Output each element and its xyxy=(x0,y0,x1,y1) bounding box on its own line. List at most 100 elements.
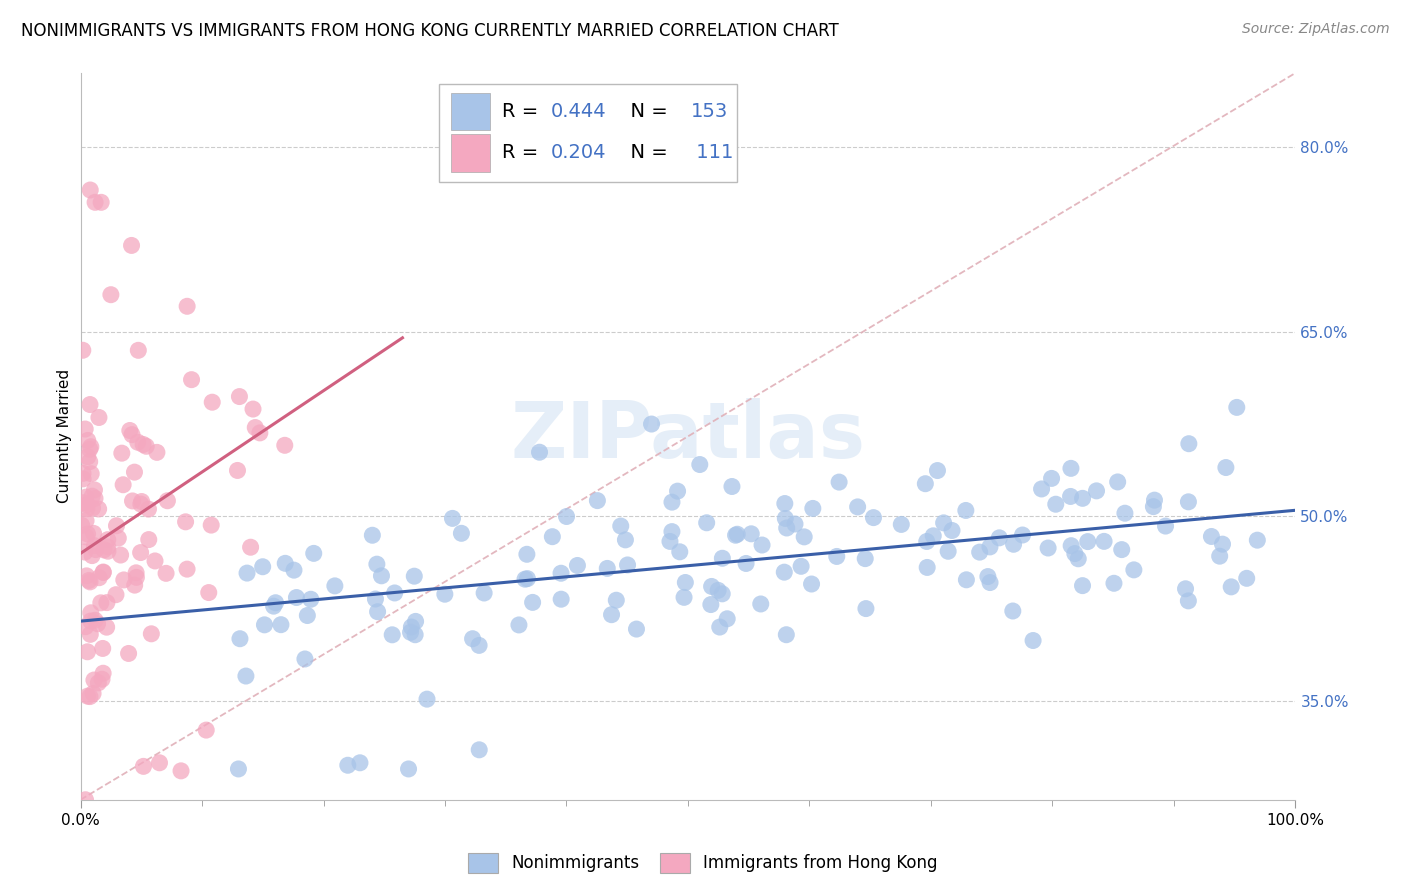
Point xyxy=(124,578,146,592)
Point xyxy=(915,534,938,549)
Point xyxy=(1002,537,1025,551)
Point xyxy=(91,565,114,579)
Point xyxy=(148,756,170,770)
Point xyxy=(862,510,884,524)
Point xyxy=(399,625,422,640)
Point xyxy=(711,587,734,601)
Point xyxy=(1031,482,1053,496)
Point xyxy=(121,494,143,508)
Point xyxy=(249,425,271,440)
Point xyxy=(180,373,202,387)
Point xyxy=(516,547,538,561)
Point xyxy=(793,530,815,544)
Point xyxy=(72,467,94,481)
Point xyxy=(586,493,609,508)
Point xyxy=(1077,534,1099,549)
Point xyxy=(129,497,152,511)
Point xyxy=(1085,483,1108,498)
Point xyxy=(661,495,683,509)
Point xyxy=(146,445,169,459)
Point xyxy=(96,596,118,610)
Point xyxy=(138,502,160,516)
Point xyxy=(252,559,274,574)
Point xyxy=(121,238,143,252)
Point xyxy=(673,575,696,590)
Point xyxy=(367,605,389,619)
Point xyxy=(775,511,797,525)
Point xyxy=(170,764,193,778)
Text: ZIPatlas: ZIPatlas xyxy=(510,399,866,475)
Point xyxy=(513,572,536,586)
Point xyxy=(323,579,346,593)
Point xyxy=(121,427,143,442)
Point xyxy=(472,586,495,600)
Point xyxy=(75,514,97,528)
Point xyxy=(336,758,359,772)
Point xyxy=(941,524,963,538)
Point xyxy=(112,573,135,587)
Point xyxy=(83,539,105,553)
Point xyxy=(626,622,648,636)
Point xyxy=(716,612,738,626)
Point xyxy=(76,450,98,464)
Point xyxy=(76,501,98,516)
Point xyxy=(927,464,949,478)
Point xyxy=(73,545,96,559)
Point xyxy=(725,527,748,541)
Point xyxy=(73,496,96,510)
Point xyxy=(1177,495,1199,509)
Point xyxy=(801,501,824,516)
Point xyxy=(228,390,250,404)
Point xyxy=(1177,594,1199,608)
Point xyxy=(82,686,104,700)
Point xyxy=(1111,542,1133,557)
Point xyxy=(381,628,404,642)
Text: 153: 153 xyxy=(690,102,728,121)
Point xyxy=(1071,491,1094,506)
Point xyxy=(366,557,388,571)
Point xyxy=(91,672,114,686)
Point xyxy=(1122,563,1144,577)
Point xyxy=(783,516,806,531)
Point xyxy=(1063,547,1085,561)
Point xyxy=(751,538,773,552)
Point xyxy=(977,569,1000,583)
Point xyxy=(828,475,851,489)
Point xyxy=(138,533,160,547)
Point xyxy=(1211,537,1233,551)
Point xyxy=(364,592,387,607)
Point xyxy=(550,592,572,607)
Point xyxy=(1102,576,1125,591)
Point xyxy=(127,343,149,358)
Point xyxy=(84,613,107,627)
Point xyxy=(922,529,945,543)
Point xyxy=(1040,471,1063,485)
Point xyxy=(1092,534,1115,549)
Point xyxy=(529,445,551,459)
Point xyxy=(118,424,141,438)
Point xyxy=(82,489,104,503)
Point xyxy=(97,544,120,558)
Point xyxy=(107,531,129,545)
Point xyxy=(83,673,105,687)
Text: 0.204: 0.204 xyxy=(551,144,606,162)
Point xyxy=(370,569,392,583)
Point xyxy=(1174,582,1197,596)
Point xyxy=(80,549,103,563)
Point xyxy=(87,502,110,516)
Point xyxy=(132,437,155,451)
Point xyxy=(969,545,991,559)
Point xyxy=(87,410,110,425)
Text: R =: R = xyxy=(502,102,544,121)
Point xyxy=(349,756,371,770)
Point xyxy=(846,500,869,514)
Point xyxy=(516,572,538,586)
Point xyxy=(112,477,135,491)
Point xyxy=(125,570,148,584)
Point xyxy=(83,526,105,541)
Point xyxy=(197,585,219,599)
Point xyxy=(707,583,730,598)
Point xyxy=(700,598,723,612)
Point xyxy=(605,593,627,607)
Point xyxy=(174,515,197,529)
